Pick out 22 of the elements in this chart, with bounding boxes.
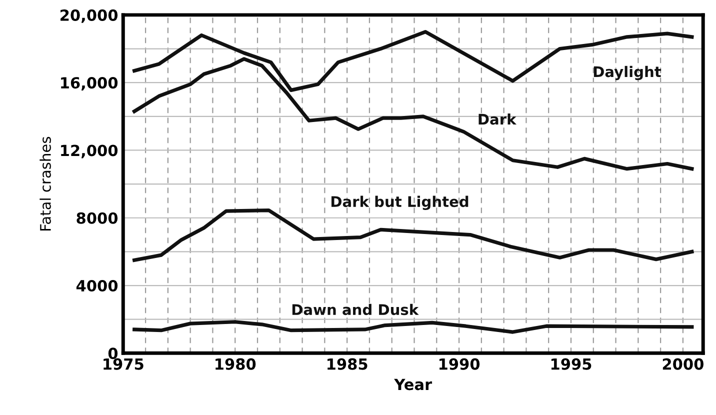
y-tick-label: 4000 bbox=[76, 280, 118, 292]
series-label: Dawn and Dusk bbox=[292, 304, 419, 316]
x-tick-label: 1995 bbox=[551, 358, 592, 370]
series-label: Daylight bbox=[594, 66, 662, 80]
x-axis-title: Year bbox=[394, 378, 432, 390]
y-axis-title: Fatal crashes bbox=[40, 136, 51, 230]
y-tick-label: 16,000 bbox=[61, 77, 118, 91]
y-tick-label: 20,000 bbox=[60, 9, 118, 23]
series-label: Dark bbox=[478, 113, 517, 125]
y-tick-label: 8000 bbox=[76, 212, 118, 224]
line-series bbox=[132, 208, 694, 262]
line-series bbox=[132, 30, 694, 92]
x-tick-label: 1990 bbox=[440, 358, 480, 370]
x-tick-label: 1980 bbox=[216, 358, 256, 370]
line-series bbox=[132, 320, 694, 334]
y-tick-label: 0 bbox=[108, 348, 118, 360]
x-tick-label: 2000 bbox=[662, 358, 704, 370]
x-tick-label: 1985 bbox=[328, 358, 368, 370]
x-tick-label: 1975 bbox=[104, 358, 144, 370]
line-series bbox=[132, 57, 694, 171]
series-label: Dark but Lighted bbox=[331, 196, 468, 210]
y-tick-label: 12,000 bbox=[61, 144, 118, 158]
